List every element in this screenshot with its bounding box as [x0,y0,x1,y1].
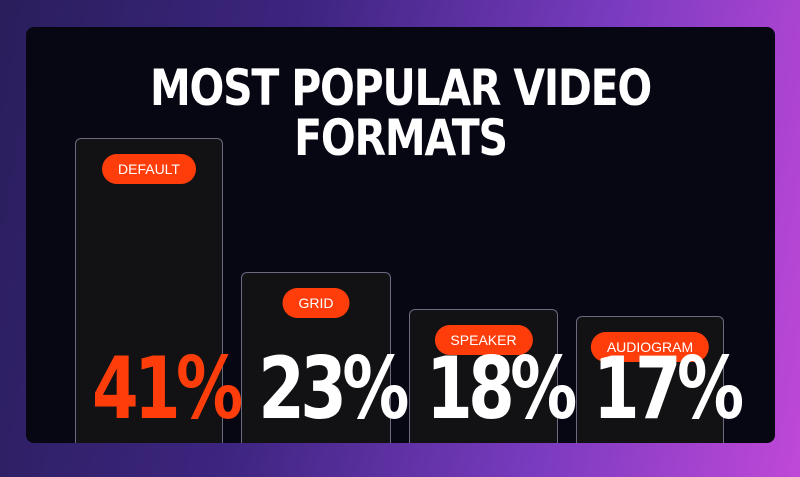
category-label: SPEAKER [434,325,533,355]
category-label: AUDIOGRAM [590,332,710,362]
category-label: DEFAULT [102,154,196,184]
bar-grid: GRID 23% [241,272,409,443]
bar-default: DEFAULT 41% [75,138,243,443]
value-label: 41% [92,339,243,439]
category-label: GRID [282,288,350,318]
value-label: 18% [426,339,577,439]
bar-speaker: SPEAKER 18% [409,309,577,443]
value-label: 17% [593,339,744,439]
bar-audiogram: AUDIOGRAM 17% [576,316,744,443]
chart-title: MOST POPULAR VIDEO FORMATS [149,59,652,167]
value-label: 23% [258,339,409,439]
